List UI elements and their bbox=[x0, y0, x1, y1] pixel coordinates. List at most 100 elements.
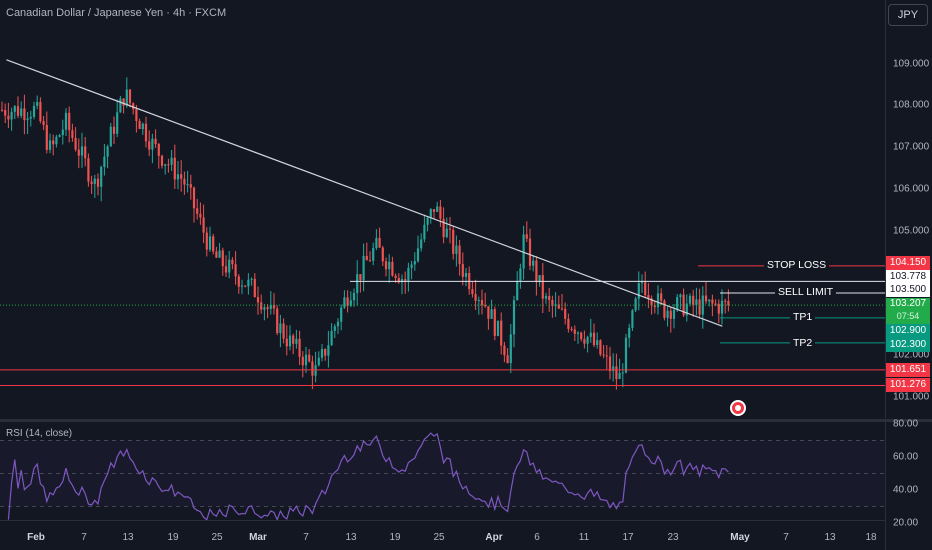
candle-body bbox=[84, 146, 87, 159]
candle-body bbox=[640, 282, 644, 284]
candle-body bbox=[362, 255, 365, 281]
candle-body bbox=[340, 307, 343, 322]
candle-body bbox=[420, 239, 423, 249]
candle-body bbox=[4, 110, 7, 116]
candle-body bbox=[55, 136, 58, 145]
candle-body bbox=[330, 330, 333, 346]
candle-body bbox=[151, 138, 154, 150]
candle-body bbox=[528, 238, 532, 266]
tp1-label[interactable]: TP1 bbox=[790, 311, 816, 323]
candle-body bbox=[176, 174, 180, 180]
candle-body bbox=[292, 335, 295, 344]
candle-body bbox=[580, 332, 583, 340]
candle-body bbox=[164, 164, 167, 166]
candle-body bbox=[439, 206, 442, 219]
candle-body bbox=[90, 181, 93, 184]
candle-body bbox=[20, 108, 23, 116]
rsi-band bbox=[0, 440, 885, 507]
candle-body bbox=[548, 295, 551, 300]
currency-button[interactable]: JPY bbox=[888, 4, 928, 26]
sell-limit-label[interactable]: SELL LIMIT bbox=[775, 286, 837, 298]
candle-body bbox=[704, 295, 708, 302]
candle-body bbox=[327, 345, 330, 356]
chart-title: Canadian Dollar / Japanese Yen · 4h · FX… bbox=[6, 7, 227, 19]
time-tick: 13 bbox=[122, 532, 134, 543]
rsi-tick: 80.00 bbox=[893, 418, 919, 430]
candle-body bbox=[26, 118, 29, 121]
time-tick: 19 bbox=[389, 532, 401, 543]
candle-body bbox=[256, 297, 260, 303]
candle-body bbox=[634, 298, 637, 311]
time-tick: 23 bbox=[667, 532, 679, 543]
current-price-value: 103.207 bbox=[889, 298, 927, 309]
candle-body bbox=[615, 366, 618, 380]
price-tick: 108.000 bbox=[893, 99, 930, 111]
price-tick: 105.000 bbox=[893, 225, 930, 237]
candle-body bbox=[688, 295, 692, 304]
candle-body bbox=[448, 228, 452, 230]
candle-body bbox=[314, 365, 317, 376]
target-icon[interactable] bbox=[730, 400, 746, 416]
candle-body bbox=[493, 309, 496, 336]
candle-body bbox=[160, 155, 164, 166]
candle-body bbox=[263, 307, 266, 310]
candle-body bbox=[29, 116, 32, 119]
candle-body bbox=[58, 135, 61, 137]
candle-body bbox=[375, 237, 378, 249]
support2-price-tag: 101.276 bbox=[886, 378, 930, 392]
candle-body bbox=[388, 261, 391, 270]
tp1-price-tag: 102.900 bbox=[886, 324, 930, 338]
support1-price-tag: 101.651 bbox=[886, 363, 930, 377]
candle-body bbox=[496, 320, 500, 336]
candle-body bbox=[365, 255, 368, 261]
candle-body bbox=[637, 283, 640, 299]
candle-body bbox=[484, 305, 487, 307]
candle-body bbox=[685, 303, 688, 316]
candle-body bbox=[429, 209, 432, 218]
tp2-price-tag: 102.300 bbox=[886, 338, 930, 352]
candle-body bbox=[391, 261, 394, 276]
candle-body bbox=[644, 282, 647, 296]
candle-body bbox=[500, 320, 503, 346]
candle-body bbox=[244, 285, 247, 287]
candle-body bbox=[656, 293, 660, 308]
candle-body bbox=[247, 279, 250, 287]
stop-loss-label[interactable]: STOP LOSS bbox=[764, 259, 830, 271]
candle-body bbox=[570, 328, 573, 330]
candle-body bbox=[218, 250, 221, 258]
candle-body bbox=[298, 338, 301, 357]
candle-body bbox=[112, 126, 116, 134]
candle-body bbox=[432, 209, 436, 212]
candle-body bbox=[490, 309, 493, 319]
candle-body bbox=[445, 228, 448, 238]
candle-body bbox=[186, 184, 189, 186]
candle-body bbox=[583, 339, 586, 344]
rsi-line bbox=[7, 432, 729, 522]
candle-body bbox=[346, 297, 349, 306]
candle-body bbox=[416, 248, 420, 262]
candle-body bbox=[407, 267, 410, 281]
candle-body bbox=[359, 274, 362, 281]
candle-body bbox=[368, 260, 372, 262]
price-axis-border bbox=[885, 0, 886, 550]
candle-body bbox=[125, 89, 128, 106]
candle-body bbox=[413, 261, 416, 265]
candle-body bbox=[653, 305, 656, 308]
candle-body bbox=[503, 345, 506, 356]
candle-body bbox=[61, 129, 64, 136]
candle-body bbox=[666, 310, 669, 318]
candle-body bbox=[208, 236, 212, 250]
pane-divider[interactable] bbox=[0, 419, 932, 422]
tp2-label[interactable]: TP2 bbox=[790, 337, 816, 349]
candle-body bbox=[458, 245, 461, 265]
candle-body bbox=[464, 273, 468, 277]
candle-body bbox=[442, 218, 445, 238]
candle-body bbox=[234, 264, 237, 277]
candle-body bbox=[308, 354, 311, 362]
candle-body bbox=[506, 355, 509, 364]
candle-body bbox=[509, 334, 512, 364]
candle-body bbox=[266, 307, 269, 309]
candle-body bbox=[672, 309, 676, 319]
candle-body bbox=[404, 279, 407, 281]
